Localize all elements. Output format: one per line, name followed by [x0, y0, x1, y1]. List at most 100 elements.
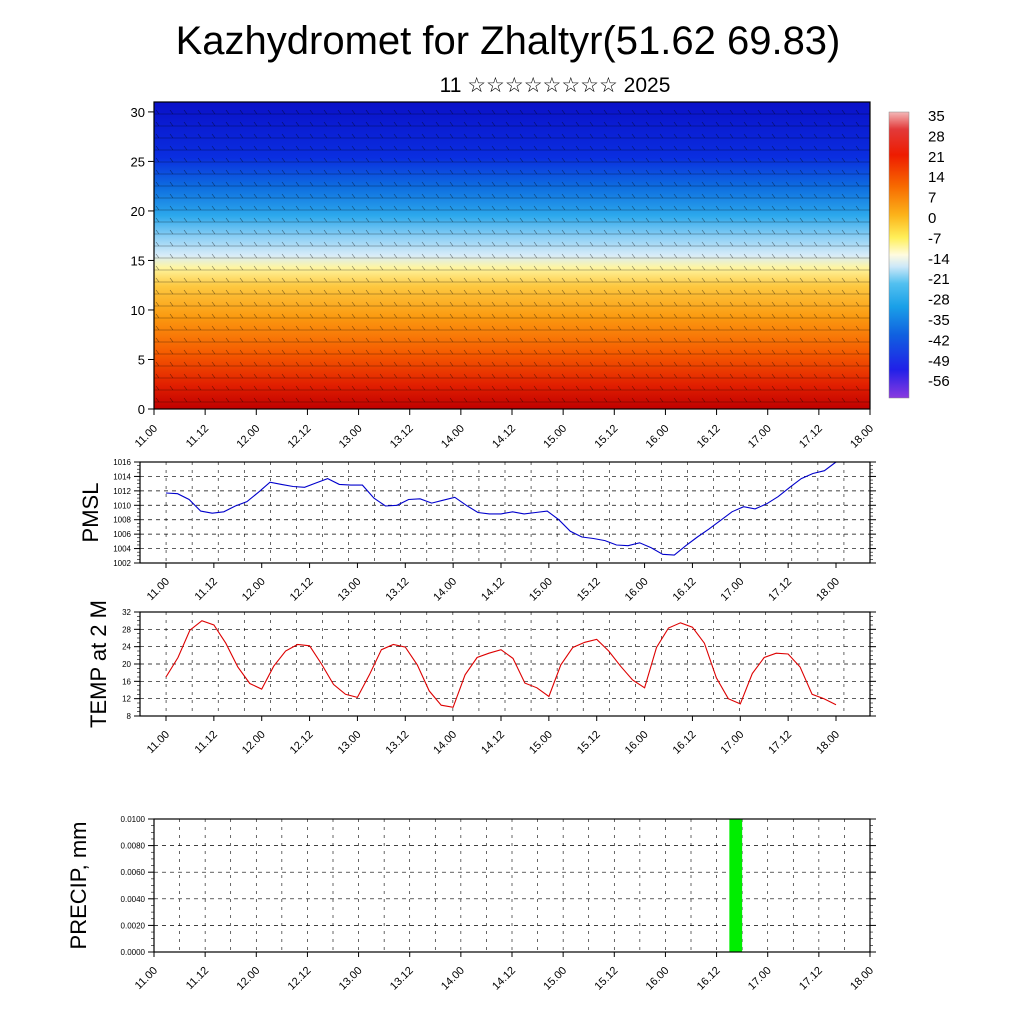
pmsl-panel: 1016 1014 1012 1010 1008 1006 1004 1002 11.00 11.…: [78, 458, 876, 604]
colorbar-gradient: [888, 111, 910, 399]
colorbar-label: -28: [928, 292, 950, 309]
x-tick-label: 17.12: [766, 576, 794, 604]
x-tick-label: 11.00: [133, 423, 160, 450]
y-tick-label: 1004: [113, 545, 131, 554]
x-tick-label: 14.00: [431, 729, 459, 757]
colorbar-label: 7: [928, 190, 936, 207]
x-tick-label: 12.12: [286, 965, 314, 993]
y-tick-label: 0.0000: [121, 948, 146, 957]
wind-barbs-overlay: [154, 102, 870, 409]
y-tick-label: 0.0080: [121, 842, 146, 851]
y-tick-label: 1002: [113, 559, 131, 568]
x-tick-label: 14.12: [479, 576, 507, 604]
y-tick-label: 24: [122, 643, 131, 652]
x-tick-label: 14.00: [439, 965, 467, 993]
x-tick-label: 13.12: [388, 965, 416, 993]
y-tick-label: 1010: [113, 501, 131, 510]
x-tick-label: 11.00: [145, 729, 172, 756]
x-tick-label: 14.12: [490, 423, 518, 451]
x-tick-label: 15.00: [527, 729, 555, 757]
y-tick-label: 1006: [113, 530, 131, 539]
pmsl-line: [165, 461, 837, 556]
x-tick-label: 12.12: [288, 729, 316, 757]
y-tick-label: 1008: [113, 516, 131, 525]
x-tick-label: 11.12: [193, 576, 220, 603]
x-tick-label: 17.00: [718, 576, 746, 604]
temp-panel: 32 28 24 20 16 12 8 11.00 11.12 12.00 12.12 13.00 13…: [86, 600, 876, 757]
x-tick-label: 15.00: [541, 965, 569, 993]
colorbar-label: -49: [928, 353, 950, 370]
colorbar-labels: 35 28 21 14 7 0 -7 -14 -21 -28 -35 -42 -49 -56: [928, 108, 950, 390]
x-tick-label: 11.00: [133, 965, 160, 992]
cross-section-y-axis: 0 5 10 15 20 25 30: [131, 105, 154, 417]
x-tick-label: 15.12: [575, 729, 603, 757]
x-tick-label: 16.12: [695, 423, 723, 451]
x-tick-label: 12.00: [240, 576, 268, 604]
y-tick-label: 20: [131, 204, 145, 219]
y-tick-label: 8: [127, 712, 132, 721]
x-tick-label: 15.12: [575, 576, 603, 604]
x-tick-label: 13.12: [383, 576, 411, 604]
x-tick-label: 17.00: [718, 729, 746, 757]
x-tick-label: 15.12: [592, 965, 620, 993]
y-tick-label: 0.0020: [121, 921, 146, 930]
x-tick-label: 16.12: [671, 576, 699, 604]
x-tick-label: 14.00: [431, 576, 459, 604]
x-tick-label: 18.00: [814, 729, 842, 757]
y-tick-label: 1014: [113, 472, 131, 481]
colorbar-label: 14: [928, 169, 945, 186]
y-tick-label: 1016: [113, 458, 131, 467]
y-tick-label: 20: [122, 660, 131, 669]
x-tick-label: 13.00: [336, 729, 364, 757]
x-tick-label: 16.12: [671, 729, 699, 757]
x-tick-label: 13.00: [336, 576, 364, 604]
x-tick-label: 11.12: [184, 965, 211, 992]
x-tick-label: 17.00: [746, 965, 774, 993]
y-tick-label: 0.0040: [121, 895, 146, 904]
figure-subtitle: 11 ☆☆☆☆☆☆☆☆ 2025: [440, 74, 671, 97]
colorbar-label: -21: [928, 271, 950, 288]
x-tick-label: 13.00: [337, 965, 365, 993]
y-tick-label: 25: [131, 154, 145, 169]
x-tick-label: 18.00: [814, 576, 842, 604]
cross-section-x-axis: 11.00 11.12 12.00 12.12 13.00 13.12 14.00 14.12…: [133, 409, 876, 451]
x-tick-label: 12.12: [288, 576, 316, 604]
x-tick-label: 14.12: [490, 965, 518, 993]
x-tick-label: 16.00: [623, 729, 651, 757]
x-tick-label: 17.12: [766, 729, 794, 757]
x-tick-label: 18.00: [848, 423, 876, 451]
x-tick-label: 18.00: [848, 965, 876, 993]
x-tick-label: 16.00: [644, 423, 672, 451]
x-tick-label: 12.00: [240, 729, 268, 757]
panel-frame: [139, 611, 871, 717]
y-tick-label: 0.0060: [121, 868, 146, 877]
colorbar-label: -35: [928, 312, 950, 329]
x-tick-label: 15.00: [527, 576, 555, 604]
y-tick-label: 32: [122, 608, 131, 617]
x-tick-label: 11.00: [145, 576, 172, 603]
x-tick-label: 16.00: [644, 965, 672, 993]
x-tick-label: 12.00: [234, 423, 262, 451]
precip-panel: 0.0100 0.0080 0.0060 0.0040 0.0020 0.0000 11.0…: [66, 815, 876, 993]
x-tick-label: 15.12: [592, 423, 620, 451]
y-tick-label: 16: [122, 677, 131, 686]
y-tick-label: 28: [122, 625, 131, 634]
x-tick-label: 17.00: [746, 423, 774, 451]
figure-title: Kazhydromet for Zhaltyr(51.62 69.83): [176, 19, 841, 63]
y-axis-label: PMSL: [78, 483, 103, 543]
x-tick-label: 12.12: [286, 423, 314, 451]
cross-section-panel: 0 5 10 15 20 25 30 11.00 11.12 12.00 12.12 13.00 13…: [131, 101, 876, 451]
colorbar-label: 0: [928, 210, 936, 227]
x-tick-label: 11.12: [184, 423, 211, 450]
colorbar-label: 21: [928, 149, 945, 166]
colorbar-label: -7: [928, 230, 941, 247]
x-tick-label: 15.00: [541, 423, 569, 451]
y-tick-label: 15: [131, 253, 145, 268]
x-tick-label: 14.12: [479, 729, 507, 757]
y-tick-label: 30: [131, 105, 145, 120]
temp-2m-line: [165, 620, 837, 708]
x-tick-label: 11.12: [193, 729, 220, 756]
colorbar-label: 35: [928, 108, 945, 125]
x-tick-label: 17.12: [797, 423, 825, 451]
